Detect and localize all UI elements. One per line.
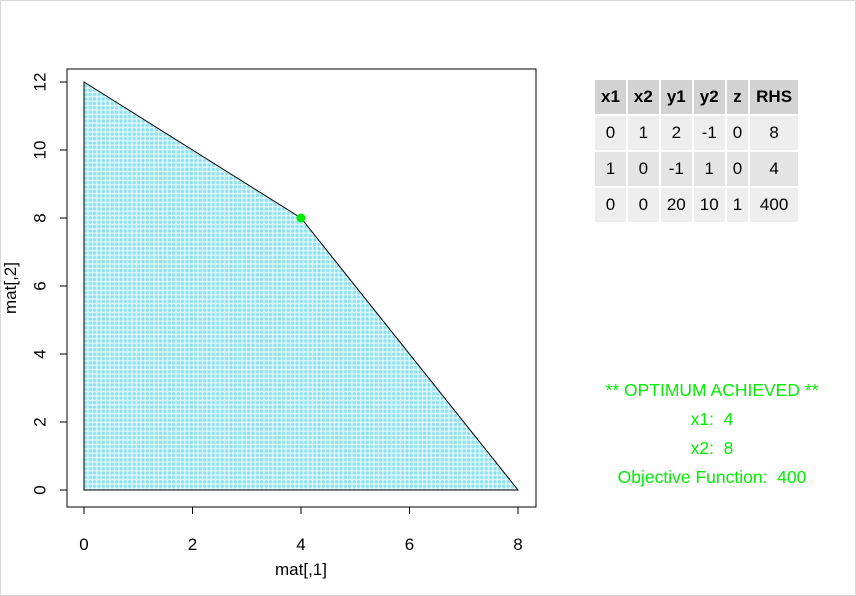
optimum-status: ** OPTIMUM ACHIEVED ** [605,380,819,400]
tableau-row: 1 0 -1 1 0 4 [595,151,801,188]
tableau-cell: 4 [749,151,801,188]
tableau-cell: -1 [692,115,727,152]
x2-value: x2: 8 [690,438,734,458]
x-tick-label: 0 [79,535,88,554]
objective-value: Objective Function: 400 [617,467,807,487]
tableau-cell: 1 [692,151,727,188]
tableau-header-cell: x1 [595,80,628,116]
y-tick-label: 10 [31,141,50,160]
tableau-row: 0 0 20 10 1 400 [595,187,801,224]
y-tick-label: 6 [31,281,50,290]
tableau-header-cell: z [725,80,751,116]
feasible-region-fill [84,82,518,490]
tableau-cell: 0 [626,187,661,224]
y-axis-title: mat[,2] [1,262,20,314]
tableau-header-cell: x2 [626,80,661,116]
tableau-cell: 1 [595,151,628,188]
tableau-cell: 20 [659,187,694,224]
tableau-cell: 400 [749,187,801,224]
x1-value: x1: 4 [690,409,734,429]
y-tick-label: 4 [31,349,50,358]
tableau-header-cell: y1 [659,80,694,116]
tableau-header-cell: RHS [749,80,801,116]
tableau-header-cell: y2 [692,80,727,116]
y-tick-label: 2 [31,417,50,426]
tableau-cell: 0 [595,187,628,224]
x-tick-label: 6 [405,535,414,554]
tableau-cell: 10 [692,187,727,224]
tableau-cell: 1 [725,187,751,224]
optimum-result: ** OPTIMUM ACHIEVED ** x1: 4 x2: 8 Objec… [578,376,846,492]
tableau-cell: 2 [659,115,694,152]
y-tick-label: 0 [31,485,50,494]
tableau-cell: 8 [749,115,801,152]
simplex-tableau: x1 x2 y1 y2 z RHS 0 1 2 -1 0 8 1 0 -1 1 0 4 0 0 20 10 1 400 [595,80,801,224]
optimum-point [296,213,306,223]
tableau-header-row: x1 x2 y1 y2 z RHS [595,80,801,116]
y-tick-label: 12 [31,73,50,92]
x-axis-title: mat[,1] [275,560,327,579]
x-tick-label: 8 [513,535,522,554]
tableau-cell: 0 [725,151,751,188]
tableau-cell: 0 [626,151,661,188]
x-tick-label: 4 [296,535,305,554]
tableau-cell: 1 [626,115,661,152]
tableau-cell: -1 [659,151,694,188]
tableau-cell: 0 [595,115,628,152]
x-tick-label: 2 [188,535,197,554]
feasible-region-plot: 0 2 4 6 8 0 2 4 6 8 10 12 mat[,1] mat[,2] [1,68,537,579]
tableau-cell: 0 [725,115,751,152]
y-tick-label: 8 [31,213,50,222]
tableau-row: 0 1 2 -1 0 8 [595,115,801,152]
